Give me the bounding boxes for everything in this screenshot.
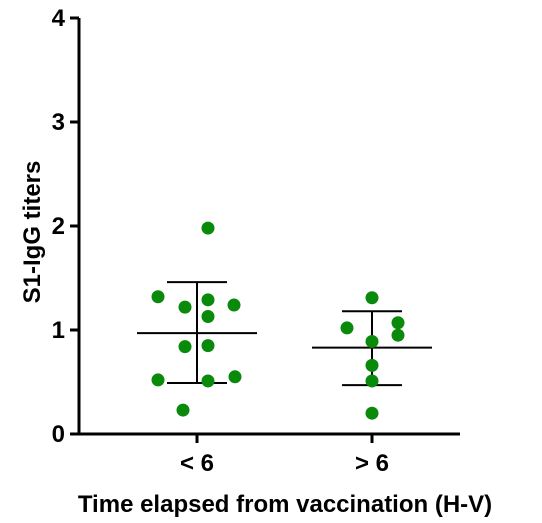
y-tick-label: 0 xyxy=(52,421,65,448)
data-point xyxy=(178,300,192,314)
data-point xyxy=(228,370,242,384)
data-point xyxy=(176,403,190,417)
data-point xyxy=(365,374,379,388)
data-point xyxy=(340,321,354,335)
data-point xyxy=(365,334,379,348)
error-bars xyxy=(137,281,432,387)
data-point xyxy=(365,358,379,372)
data-point xyxy=(365,291,379,305)
y-tick-label: 1 xyxy=(52,317,65,344)
data-points xyxy=(151,221,405,420)
data-point xyxy=(151,290,165,304)
x-ticks: < 6 > 6 xyxy=(180,434,389,477)
data-point xyxy=(391,316,405,330)
x-tick-label: > 6 xyxy=(355,450,389,477)
x-axis-title: Time elapsed from vaccination (H-V) xyxy=(78,491,492,518)
data-point xyxy=(201,221,215,235)
data-point xyxy=(201,293,215,307)
y-ticks: 0 1 2 3 4 xyxy=(52,5,79,448)
data-point xyxy=(227,298,241,312)
y-tick-label: 4 xyxy=(52,5,66,32)
data-point xyxy=(201,339,215,353)
data-point xyxy=(365,406,379,420)
y-tick-label: 2 xyxy=(52,213,65,240)
y-axis-title: S1-IgG titers xyxy=(19,161,46,304)
y-tick-label: 3 xyxy=(52,109,65,136)
data-point xyxy=(151,373,165,387)
data-point xyxy=(201,309,215,323)
data-point xyxy=(178,340,192,354)
x-tick-label: < 6 xyxy=(180,450,214,477)
data-point xyxy=(201,374,215,388)
axes xyxy=(77,18,460,436)
data-point xyxy=(391,328,405,342)
